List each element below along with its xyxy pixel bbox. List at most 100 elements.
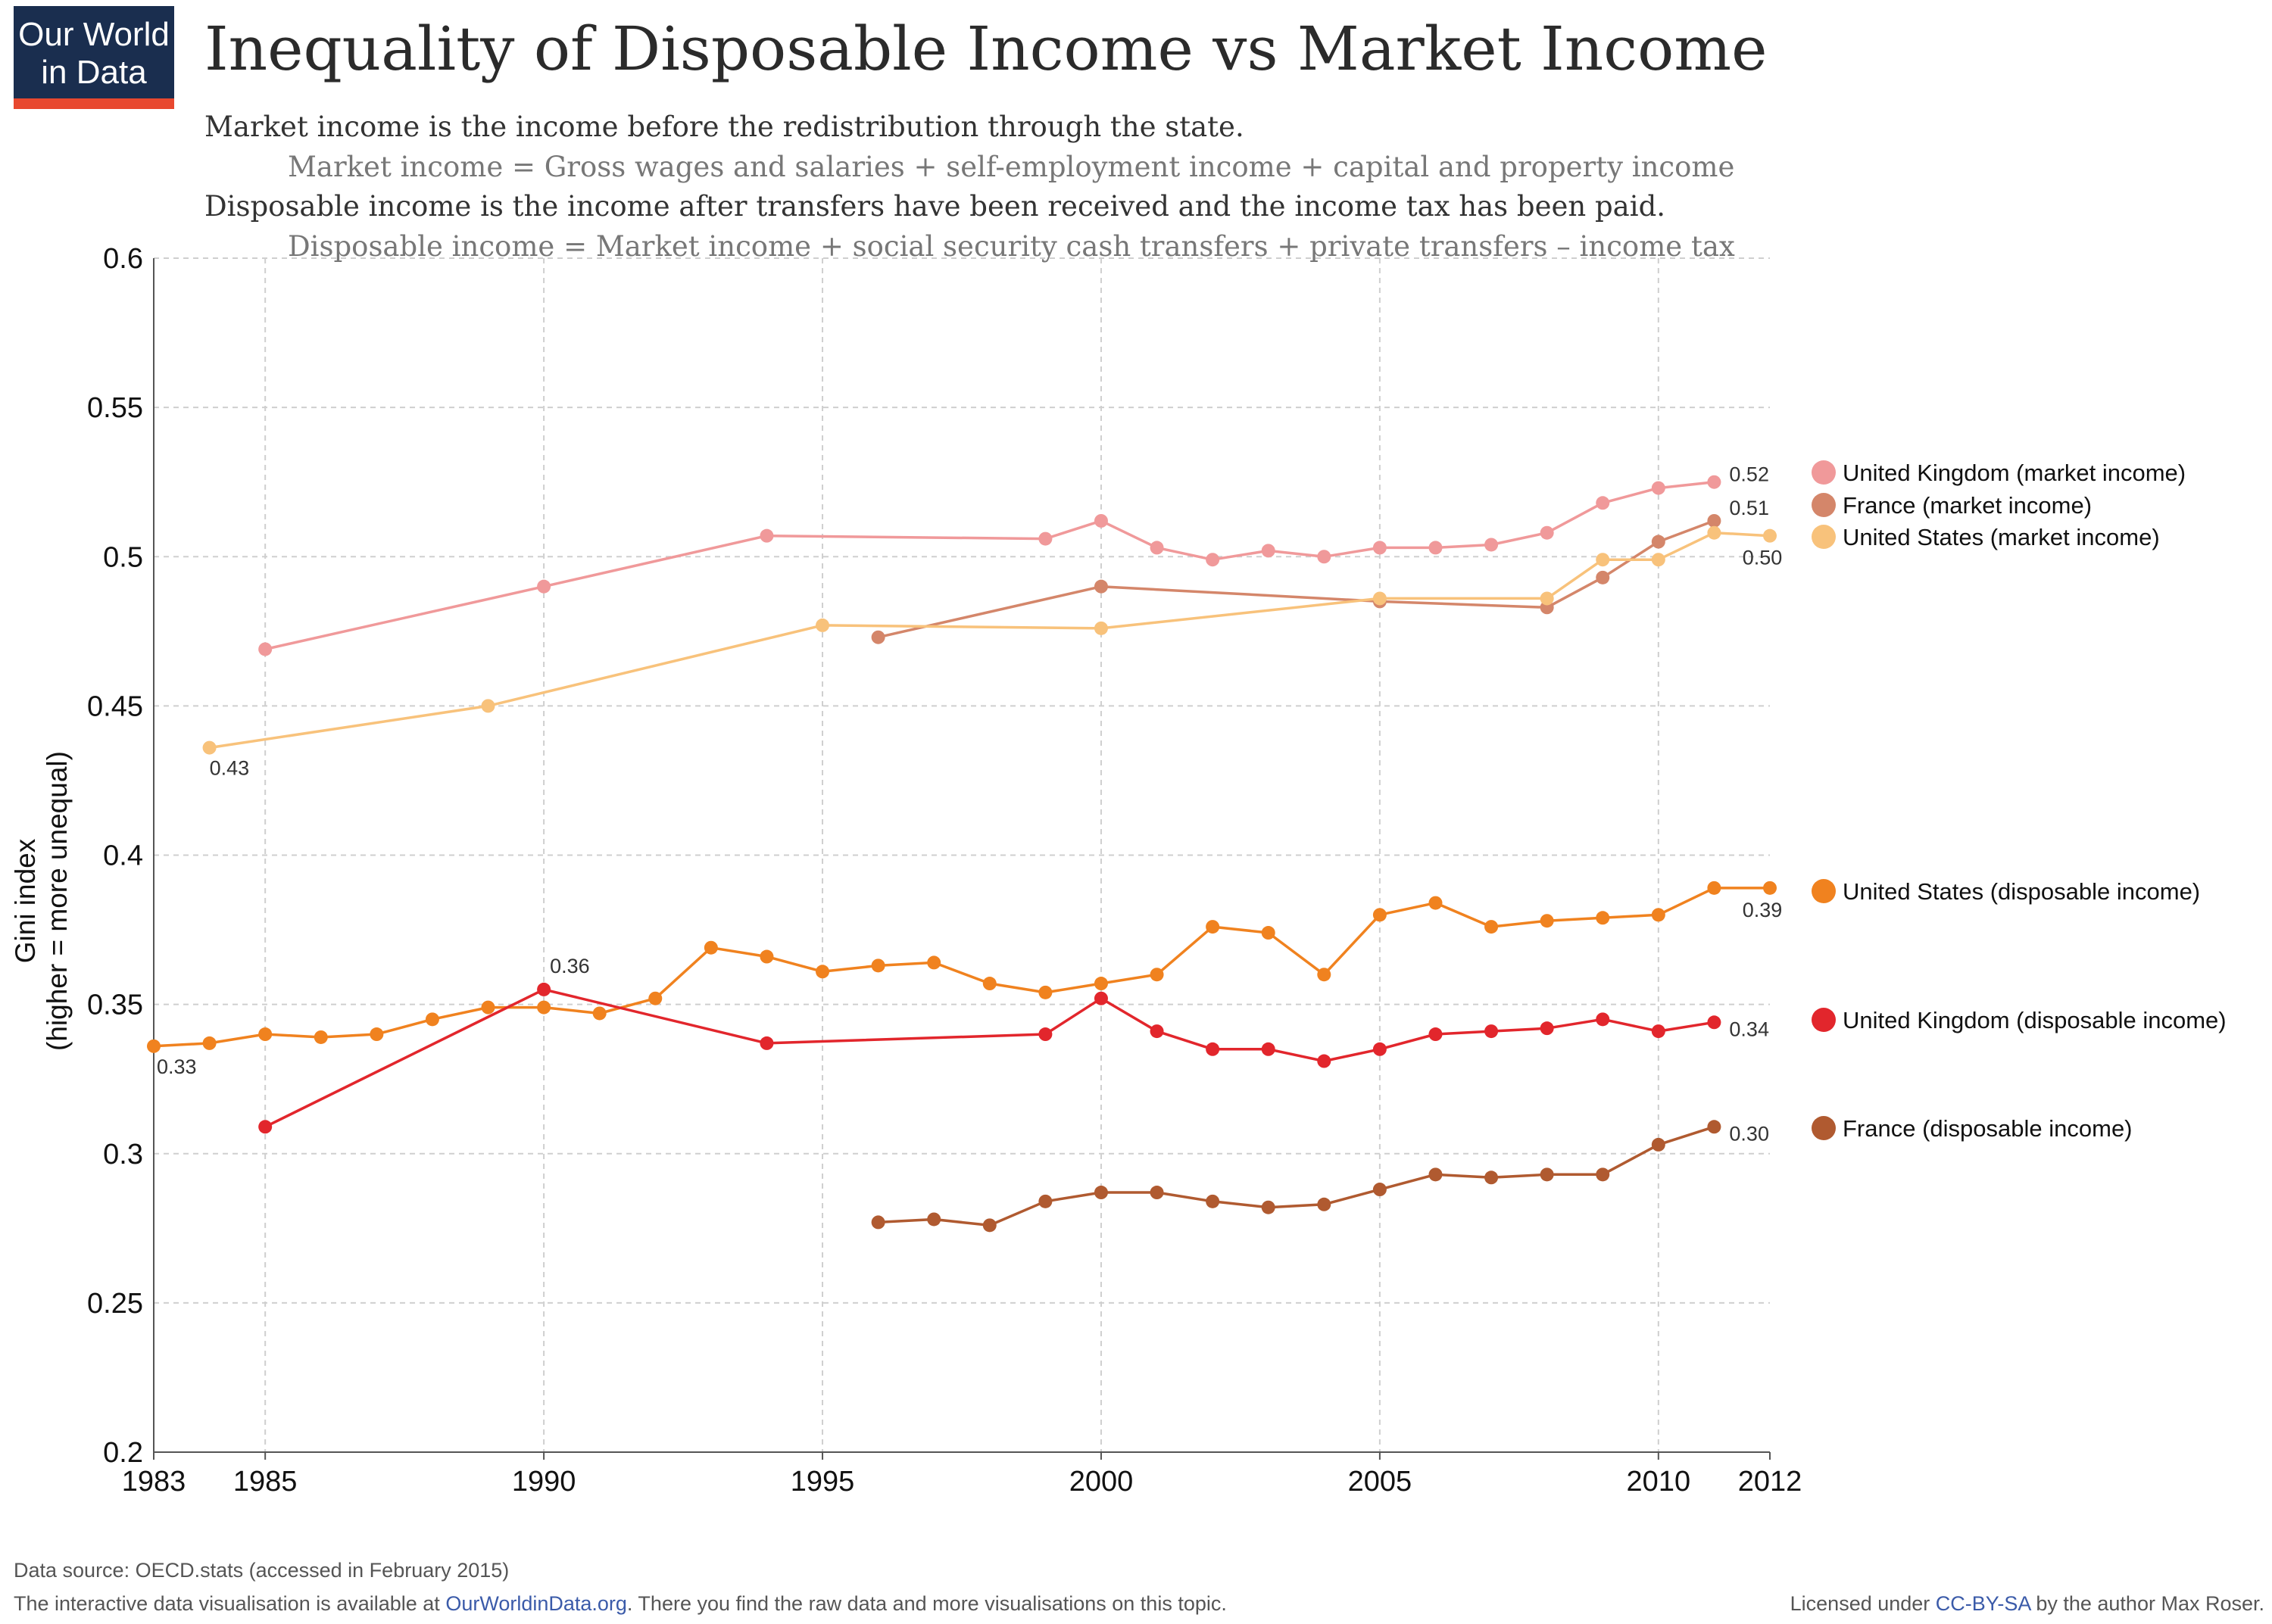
- data-point[interactable]: [1206, 1194, 1220, 1208]
- data-point[interactable]: [1261, 544, 1275, 558]
- data-point[interactable]: [314, 1030, 328, 1044]
- data-point[interactable]: [1540, 1021, 1554, 1036]
- data-point[interactable]: [1540, 914, 1554, 928]
- data-point[interactable]: [704, 940, 718, 955]
- data-point[interactable]: [258, 1027, 273, 1042]
- data-point[interactable]: [1484, 1170, 1499, 1185]
- data-point[interactable]: [258, 1120, 273, 1134]
- data-point[interactable]: [1094, 1186, 1108, 1200]
- data-point[interactable]: [1484, 1024, 1499, 1039]
- data-point[interactable]: [258, 642, 273, 656]
- data-point[interactable]: [1428, 1027, 1443, 1042]
- data-point[interactable]: [1150, 1024, 1164, 1039]
- data-point[interactable]: [1651, 1137, 1665, 1152]
- data-point[interactable]: [982, 1218, 997, 1233]
- data-point[interactable]: [537, 982, 551, 996]
- legend-entry[interactable]: France (disposable income): [1843, 1115, 2133, 1142]
- data-point[interactable]: [871, 959, 885, 973]
- data-point[interactable]: [1094, 991, 1108, 1005]
- data-point[interactable]: [1707, 1015, 1721, 1030]
- data-point[interactable]: [927, 1212, 941, 1227]
- legend-entry[interactable]: United Kingdom (disposable income): [1843, 1007, 2227, 1033]
- data-point[interactable]: [1038, 1027, 1053, 1042]
- data-point[interactable]: [871, 1215, 885, 1230]
- data-point[interactable]: [1261, 1200, 1275, 1214]
- data-point[interactable]: [982, 977, 997, 991]
- data-point[interactable]: [1484, 538, 1499, 552]
- data-point[interactable]: [1484, 920, 1499, 934]
- data-point[interactable]: [1651, 553, 1665, 567]
- data-point[interactable]: [1707, 475, 1721, 489]
- data-point[interactable]: [1651, 908, 1665, 922]
- data-point[interactable]: [648, 991, 663, 1005]
- legend-entry[interactable]: United Kingdom (market income): [1843, 460, 2186, 486]
- data-point[interactable]: [927, 955, 941, 970]
- data-point[interactable]: [425, 1012, 439, 1027]
- data-point[interactable]: [1763, 881, 1777, 895]
- data-point[interactable]: [760, 528, 774, 543]
- data-point[interactable]: [1596, 496, 1610, 510]
- legend-entry[interactable]: United States (market income): [1843, 524, 2160, 550]
- data-point[interactable]: [1038, 1194, 1053, 1208]
- data-point[interactable]: [1094, 579, 1108, 594]
- data-point[interactable]: [1763, 528, 1777, 543]
- data-point[interactable]: [202, 740, 217, 755]
- data-point[interactable]: [1372, 908, 1387, 922]
- data-point[interactable]: [1596, 570, 1610, 584]
- data-point[interactable]: [1150, 968, 1164, 982]
- data-point[interactable]: [1150, 541, 1164, 555]
- data-point[interactable]: [1261, 926, 1275, 940]
- data-point[interactable]: [1372, 1183, 1387, 1197]
- legend-entry[interactable]: France (market income): [1843, 492, 2092, 519]
- data-point[interactable]: [816, 965, 830, 979]
- data-point[interactable]: [816, 618, 830, 632]
- data-point[interactable]: [1707, 881, 1721, 895]
- data-point[interactable]: [1651, 481, 1665, 495]
- data-point[interactable]: [1094, 513, 1108, 528]
- data-point[interactable]: [1428, 541, 1443, 555]
- data-point[interactable]: [1038, 985, 1053, 999]
- data-point[interactable]: [537, 579, 551, 594]
- data-point[interactable]: [1651, 535, 1665, 549]
- data-point[interactable]: [1206, 1042, 1220, 1056]
- data-point[interactable]: [1707, 1120, 1721, 1134]
- data-point[interactable]: [1372, 591, 1387, 606]
- data-point[interactable]: [370, 1027, 384, 1042]
- cc-by-sa-link[interactable]: CC-BY-SA: [1936, 1592, 2032, 1615]
- data-point[interactable]: [1596, 1167, 1610, 1182]
- data-point[interactable]: [1317, 1054, 1331, 1068]
- data-point[interactable]: [1596, 1012, 1610, 1027]
- data-point[interactable]: [760, 949, 774, 964]
- data-point[interactable]: [1150, 1186, 1164, 1200]
- owid-logo[interactable]: Our World in Data: [14, 6, 174, 109]
- data-point[interactable]: [1372, 1042, 1387, 1056]
- data-point[interactable]: [1261, 1042, 1275, 1056]
- data-point[interactable]: [1540, 591, 1554, 606]
- data-point[interactable]: [1206, 553, 1220, 567]
- data-point[interactable]: [537, 1000, 551, 1015]
- data-point[interactable]: [1317, 550, 1331, 564]
- data-point[interactable]: [592, 1006, 607, 1021]
- data-point[interactable]: [481, 1000, 495, 1015]
- legend-entry[interactable]: United States (disposable income): [1843, 878, 2200, 905]
- data-point[interactable]: [1038, 531, 1053, 546]
- data-point[interactable]: [760, 1036, 774, 1050]
- data-point[interactable]: [1094, 621, 1108, 635]
- data-point[interactable]: [871, 630, 885, 644]
- data-point[interactable]: [1428, 896, 1443, 910]
- data-point[interactable]: [1372, 541, 1387, 555]
- data-point[interactable]: [1206, 920, 1220, 934]
- data-point[interactable]: [147, 1039, 161, 1053]
- data-point[interactable]: [1540, 1167, 1554, 1182]
- data-point[interactable]: [1596, 553, 1610, 567]
- data-point[interactable]: [1317, 1197, 1331, 1211]
- data-point[interactable]: [1428, 1167, 1443, 1182]
- data-point[interactable]: [1596, 911, 1610, 925]
- data-point[interactable]: [1651, 1024, 1665, 1039]
- data-point[interactable]: [202, 1036, 217, 1050]
- data-point[interactable]: [481, 699, 495, 713]
- data-point[interactable]: [1707, 525, 1721, 540]
- data-point[interactable]: [1317, 968, 1331, 982]
- data-point[interactable]: [1094, 977, 1108, 991]
- data-point[interactable]: [1707, 513, 1721, 528]
